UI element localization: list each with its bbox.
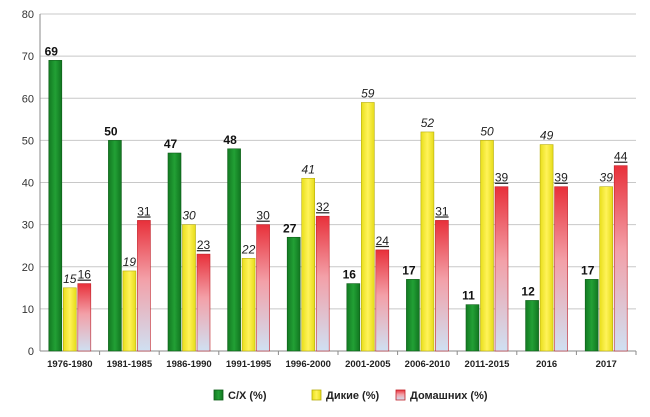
legend-swatch-wild bbox=[311, 389, 322, 401]
data-label-domestic: 31 bbox=[435, 204, 449, 218]
data-label-domestic: 44 bbox=[614, 150, 628, 164]
x-tick-label: 1996-2000 bbox=[285, 359, 330, 370]
data-label-wild: 15 bbox=[63, 272, 77, 286]
data-label-domestic: 31 bbox=[137, 204, 151, 218]
data-label-domestic: 16 bbox=[78, 268, 92, 282]
x-tick-label: 2006-2010 bbox=[405, 359, 450, 370]
bar-domestic bbox=[375, 249, 390, 352]
bar-agri bbox=[48, 60, 63, 352]
data-label-wild: 19 bbox=[123, 255, 137, 269]
bar-domestic bbox=[256, 224, 270, 352]
bar-wild bbox=[301, 177, 316, 352]
data-label-agri: 69 bbox=[45, 44, 59, 58]
x-tick-label: 2011-2015 bbox=[465, 359, 511, 370]
bar-wild bbox=[539, 144, 554, 352]
data-label-domestic: 39 bbox=[554, 171, 568, 185]
bar-wild bbox=[599, 186, 614, 352]
data-label-wild: 49 bbox=[540, 129, 554, 143]
bar-wild bbox=[122, 270, 137, 352]
x-tick-label: 2016 bbox=[536, 359, 557, 370]
data-label-agri: 11 bbox=[462, 289, 475, 303]
data-label-wild: 52 bbox=[421, 116, 435, 130]
bar-agri bbox=[584, 279, 599, 352]
y-tick-label: 80 bbox=[22, 9, 34, 21]
data-label-agri: 16 bbox=[343, 268, 357, 282]
bar-wild bbox=[182, 224, 196, 352]
data-label-wild: 59 bbox=[361, 86, 375, 100]
bar-domestic bbox=[137, 220, 151, 352]
x-tick-label: 1986-1990 bbox=[166, 359, 211, 370]
data-label-agri: 50 bbox=[104, 124, 118, 138]
y-tick-label: 60 bbox=[22, 93, 34, 105]
data-label-wild: 22 bbox=[241, 242, 256, 256]
bars bbox=[48, 60, 628, 352]
y-tick-label: 10 bbox=[22, 304, 34, 316]
bar-agri bbox=[227, 148, 241, 352]
bar-domestic bbox=[315, 215, 330, 352]
data-label-wild: 41 bbox=[302, 162, 315, 176]
x-tick-label: 1981-1985 bbox=[107, 359, 153, 370]
bar-agri bbox=[406, 279, 420, 352]
bar-agri bbox=[286, 236, 301, 352]
data-label-domestic: 39 bbox=[495, 171, 509, 185]
bar-wild bbox=[360, 102, 375, 352]
bar-domestic bbox=[554, 186, 568, 352]
bar-wild bbox=[420, 131, 435, 352]
data-label-wild: 30 bbox=[182, 209, 196, 223]
data-label-domestic: 32 bbox=[316, 200, 330, 214]
legend-label-domestic: Домашних (%) bbox=[410, 390, 488, 402]
bar-agri bbox=[108, 140, 122, 352]
legend-label-agri: С/Х (%) bbox=[228, 390, 267, 402]
bar-wild bbox=[480, 140, 494, 352]
y-tick-label: 0 bbox=[28, 346, 34, 358]
legend: С/Х (%) Дикие (%) Домашних (%) bbox=[213, 389, 488, 402]
bar-domestic bbox=[77, 283, 92, 352]
bar-agri bbox=[167, 152, 182, 352]
data-label-agri: 12 bbox=[521, 284, 535, 298]
data-label-agri: 47 bbox=[164, 137, 178, 151]
bar-domestic bbox=[494, 186, 509, 352]
data-label-agri: 17 bbox=[581, 263, 595, 277]
y-tick-label: 30 bbox=[22, 220, 34, 232]
y-tick-label: 40 bbox=[22, 178, 34, 190]
bar-domestic bbox=[613, 165, 628, 352]
bar-wild bbox=[62, 287, 77, 352]
data-label-wild: 50 bbox=[480, 124, 494, 138]
x-tick-label: 2001-2005 bbox=[345, 359, 391, 370]
data-label-domestic: 24 bbox=[376, 234, 390, 248]
x-tick-label: 1991-1995 bbox=[226, 359, 272, 370]
bar-wild bbox=[241, 258, 256, 352]
bar-domestic bbox=[435, 220, 449, 352]
legend-swatch-domestic bbox=[395, 389, 406, 401]
legend-label-wild: Дикие (%) bbox=[326, 390, 379, 402]
bar-agri bbox=[465, 304, 480, 352]
data-label-domestic: 30 bbox=[256, 209, 270, 223]
data-label-agri: 27 bbox=[283, 221, 297, 235]
bar-agri bbox=[346, 283, 361, 352]
data-label-wild: 39 bbox=[600, 171, 614, 185]
y-tick-label: 70 bbox=[22, 51, 34, 63]
x-tick-label: 2017 bbox=[596, 359, 617, 370]
bar-domestic bbox=[196, 253, 211, 352]
bar-agri bbox=[525, 300, 539, 352]
y-tick-label: 50 bbox=[22, 135, 34, 147]
data-label-agri: 17 bbox=[402, 263, 416, 277]
x-tick-label: 1976-1980 bbox=[47, 359, 92, 370]
legend-swatch-agri bbox=[213, 389, 224, 401]
data-label-domestic: 23 bbox=[197, 238, 211, 252]
y-tick-label: 20 bbox=[22, 262, 34, 274]
data-label-agri: 48 bbox=[223, 133, 237, 147]
